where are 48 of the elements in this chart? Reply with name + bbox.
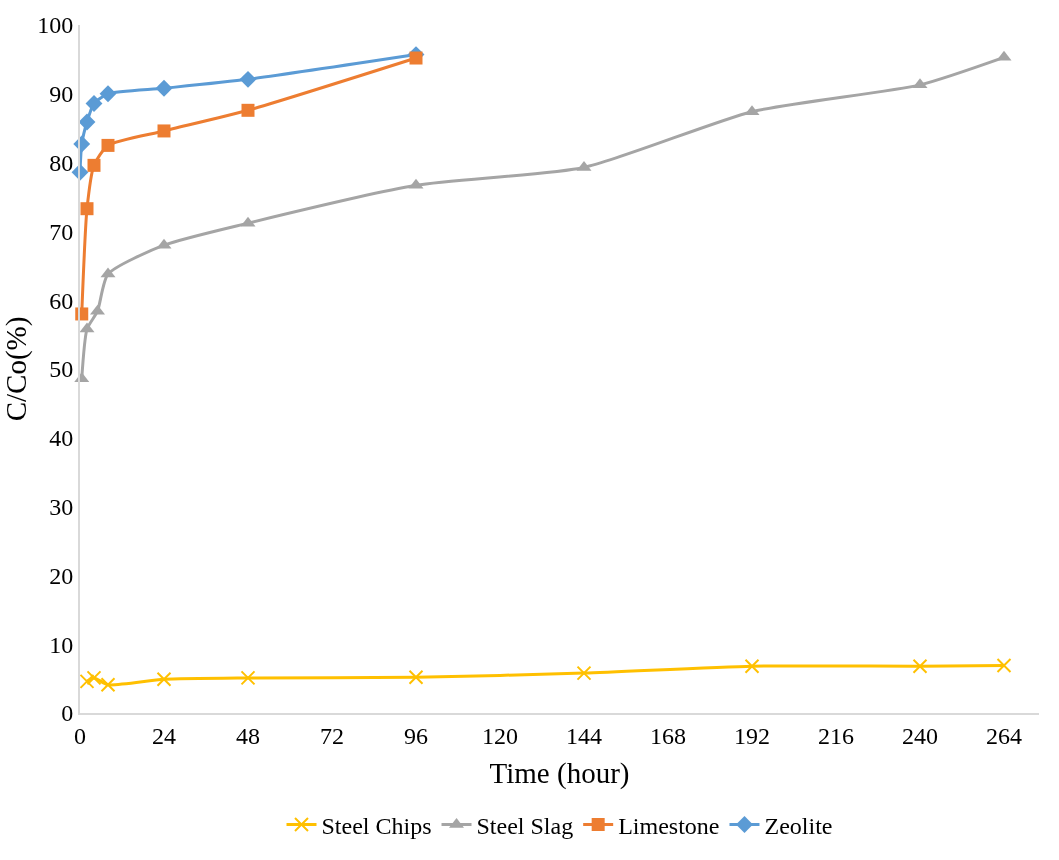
x-tick-label: 240: [902, 722, 938, 749]
y-tick-label: 100: [37, 12, 74, 39]
point: [156, 671, 172, 687]
x-axis-title: Time (hour): [489, 757, 630, 791]
y-tick-label: 0: [61, 700, 74, 727]
legend-label: Steel Slag: [476, 812, 574, 839]
x-tick-label: 192: [734, 722, 770, 749]
point: [157, 124, 171, 138]
x-tick-label: 144: [566, 722, 602, 749]
y-tick-label: 20: [49, 562, 74, 589]
point: [409, 51, 423, 65]
point: [912, 658, 928, 674]
y-tick-label: 30: [49, 494, 74, 520]
x-tick-label: 48: [236, 722, 260, 749]
legend-label: Limestone: [618, 812, 720, 839]
point: [80, 202, 94, 216]
y-tick-label: 60: [49, 287, 74, 314]
x-tick-label: 72: [320, 722, 344, 749]
legend-label: Steel Chips: [321, 812, 432, 839]
point: [239, 70, 257, 88]
point: [155, 79, 173, 97]
y-tick-label: 10: [49, 631, 74, 658]
point: [100, 677, 116, 693]
point: [101, 138, 115, 152]
point: [79, 673, 95, 689]
point: [241, 103, 255, 117]
y-tick-label: 80: [49, 150, 74, 176]
point: [408, 669, 424, 685]
y-tick-label: 90: [49, 81, 74, 108]
point: [576, 665, 592, 681]
y-tick-label: 70: [49, 218, 74, 245]
legend-label: Zeolite: [764, 812, 833, 839]
y-tick-label: 40: [49, 425, 74, 452]
point: [99, 85, 117, 103]
x-tick-label: 168: [650, 722, 686, 749]
point: [996, 658, 1012, 674]
point: [87, 158, 101, 172]
y-axis-title: C/Co(%): [0, 316, 33, 422]
point: [85, 94, 103, 112]
x-tick-label: 264: [986, 722, 1022, 749]
y-tick-label: 50: [49, 356, 74, 383]
x-tick-label: 216: [818, 722, 854, 749]
x-tick-label: 24: [152, 722, 176, 749]
x-tick-label: 96: [404, 722, 428, 749]
point: [744, 658, 760, 674]
point: [78, 113, 96, 131]
point: [240, 670, 256, 686]
x-tick-label: 120: [482, 722, 518, 749]
